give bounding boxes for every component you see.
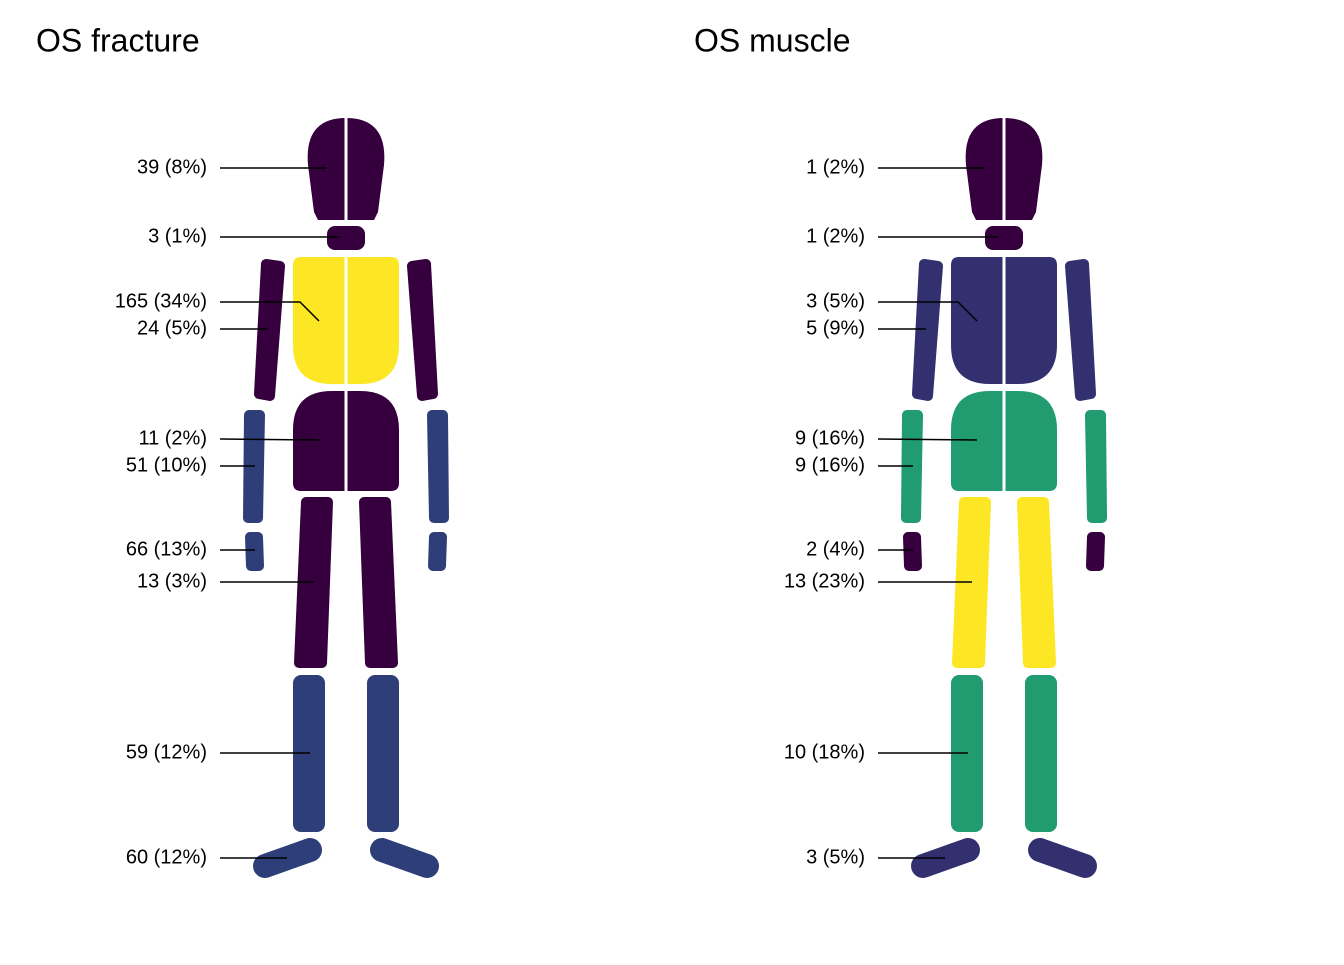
leader-line [877,438,978,441]
leader-line [219,438,320,441]
value-label: 51 (10%) [126,454,207,476]
value-label: 5 (9%) [806,317,865,339]
value-label: 13 (23%) [784,570,865,592]
value-label: 9 (16%) [795,427,865,449]
value-label: 2 (4%) [806,538,865,560]
body-part [254,259,285,401]
value-label: 60 (12%) [126,846,207,868]
body-part [427,410,449,523]
body-part [407,259,438,401]
chart-title: OS muscle [694,22,850,58]
body-part [1017,497,1056,668]
value-label: 165 (34%) [115,290,207,312]
body-part [370,838,439,878]
value-label: 66 (13%) [126,538,207,560]
value-label: 1 (2%) [806,156,865,178]
body-part [912,259,943,401]
body-part [1025,675,1057,832]
body-part [428,532,447,571]
body-part [245,532,264,571]
value-label: 39 (8%) [137,156,207,178]
value-label: 11 (2%) [138,427,207,449]
body-part [985,226,1023,250]
body-part [367,675,399,832]
value-label: 3 (5%) [806,846,865,868]
body-part [1065,259,1096,401]
leader-line [220,301,320,322]
value-label: 24 (5%) [137,317,207,339]
value-label: 3 (5%) [806,290,865,312]
body-part [359,497,398,668]
body-part [911,838,980,878]
value-label: 13 (3%) [137,570,207,592]
value-label: 59 (12%) [126,741,207,763]
value-label: 3 (1%) [148,225,207,247]
body-part [1028,838,1097,878]
body-part [253,838,322,878]
leader-line [878,301,978,322]
body-part [327,226,365,250]
value-label: 9 (16%) [795,454,865,476]
body-part [903,532,922,571]
value-label: 10 (18%) [784,741,865,763]
chart-title: OS fracture [36,22,200,58]
body-part [1085,410,1107,523]
body-part [1086,532,1105,571]
value-label: 1 (2%) [806,225,865,247]
